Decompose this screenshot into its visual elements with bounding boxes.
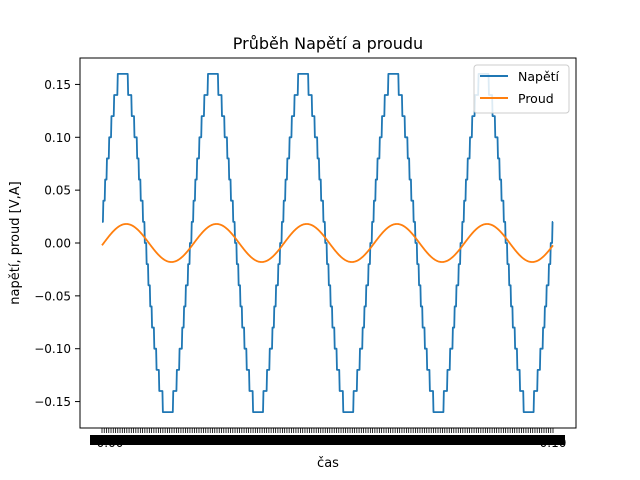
legend-label-napeti: Napětí xyxy=(518,69,560,84)
x-ticks xyxy=(90,428,565,445)
x-tick-marks xyxy=(101,428,554,433)
chart-title: Průběh Napětí a proudu xyxy=(233,34,423,53)
y-axis: −0.15 −0.10 −0.05 0.00 0.05 0.10 0.15 xyxy=(34,78,80,409)
y-tick-label: −0.10 xyxy=(34,342,71,356)
x-tick-label-band xyxy=(90,435,565,445)
y-tick-label: 0.15 xyxy=(44,78,71,92)
x-tick-label-last: 0.10 xyxy=(540,436,567,450)
y-tick-label: 0.05 xyxy=(44,184,71,198)
legend: Napětí Proud xyxy=(473,64,570,114)
series-line-proud xyxy=(101,223,554,263)
y-tick-label: 0.00 xyxy=(44,237,71,251)
y-tick-label: 0.10 xyxy=(44,131,71,145)
legend-label-proud: Proud xyxy=(518,91,554,106)
x-tick-label-first: 0.00 xyxy=(97,436,124,450)
y-tick-label: −0.05 xyxy=(34,289,71,303)
y-tick-label: −0.15 xyxy=(34,395,71,409)
y-axis-label: napětí, proud [V,A] xyxy=(8,181,23,304)
x-axis-label: čas xyxy=(317,456,339,471)
